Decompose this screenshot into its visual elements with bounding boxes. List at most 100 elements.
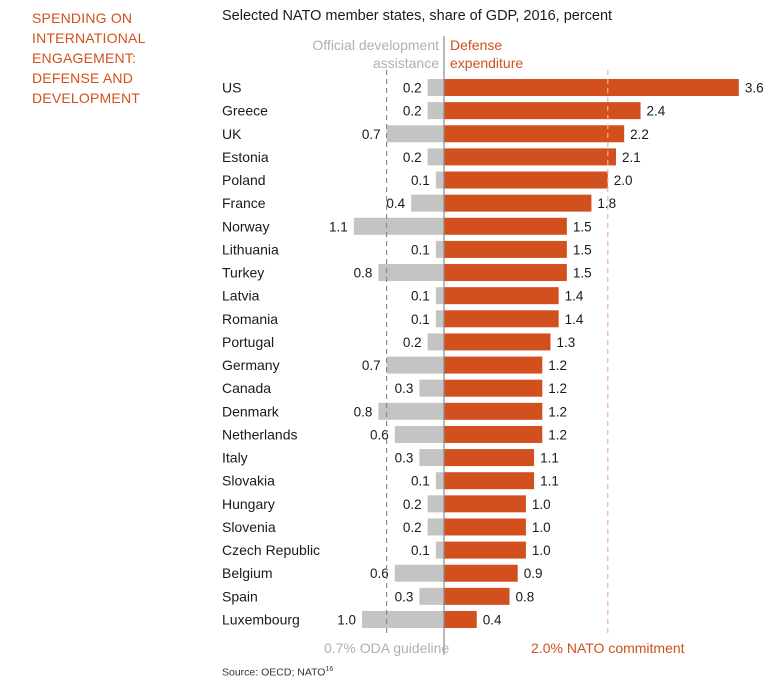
defense-bar bbox=[444, 541, 526, 559]
oda-bar bbox=[435, 541, 444, 559]
defense-value-label: 0.9 bbox=[524, 566, 543, 581]
oda-bar bbox=[362, 610, 444, 628]
oda-bar bbox=[427, 148, 444, 166]
defense-bar bbox=[444, 194, 592, 212]
oda-value-label: 0.2 bbox=[403, 81, 422, 96]
defense-bar bbox=[444, 240, 567, 258]
oda-bar bbox=[435, 287, 444, 305]
defense-bar bbox=[444, 217, 567, 235]
country-label: Romania bbox=[222, 311, 278, 327]
oda-bar bbox=[435, 171, 444, 189]
defense-value-label: 1.1 bbox=[540, 451, 559, 466]
oda-bar bbox=[427, 333, 444, 351]
oda-bar bbox=[378, 264, 444, 282]
defense-value-label: 2.4 bbox=[647, 104, 666, 119]
defense-value-label: 1.2 bbox=[548, 358, 567, 373]
defense-bar bbox=[444, 449, 535, 467]
defense-bar bbox=[444, 379, 543, 397]
oda-guideline-label: 0.7% ODA guideline bbox=[324, 640, 450, 656]
country-label: Canada bbox=[222, 380, 271, 396]
defense-value-label: 2.2 bbox=[630, 127, 649, 142]
defense-bar bbox=[444, 587, 510, 605]
oda-bar bbox=[419, 379, 444, 397]
oda-bar bbox=[353, 217, 444, 235]
oda-value-label: 0.2 bbox=[403, 497, 422, 512]
country-label: Latvia bbox=[222, 288, 260, 304]
defense-bar bbox=[444, 425, 543, 443]
country-label: Slovenia bbox=[222, 519, 276, 535]
oda-value-label: 0.2 bbox=[403, 150, 422, 165]
defense-value-label: 0.4 bbox=[483, 612, 502, 627]
oda-bar bbox=[378, 402, 444, 420]
oda-value-label: 0.8 bbox=[354, 266, 373, 281]
chart-subtitle: Selected NATO member states, share of GD… bbox=[222, 8, 613, 24]
defense-value-label: 1.0 bbox=[532, 497, 551, 512]
oda-value-label: 0.2 bbox=[403, 335, 422, 350]
source-note: Source: OECD; NATO16 bbox=[222, 666, 333, 679]
defense-value-label: 2.0 bbox=[614, 173, 633, 188]
country-label: Greece bbox=[222, 103, 268, 119]
nato-commitment-label: 2.0% NATO commitment bbox=[531, 640, 685, 656]
oda-bar bbox=[435, 240, 444, 258]
oda-bar bbox=[427, 495, 444, 513]
oda-value-label: 0.1 bbox=[411, 474, 430, 489]
defense-value-label: 1.5 bbox=[573, 266, 592, 281]
oda-value-label: 0.2 bbox=[403, 104, 422, 119]
oda-bar bbox=[386, 125, 444, 143]
oda-bar bbox=[394, 425, 444, 443]
defense-bar bbox=[444, 125, 625, 143]
defense-bar bbox=[444, 148, 616, 166]
defense-bar bbox=[444, 564, 518, 582]
oda-value-label: 0.8 bbox=[354, 404, 373, 419]
value-labels: 0.2 3.6 0.2 2.4 0.7 2.2 0.2 2.1 0.1 2.0 0.4 1.8 1.1 1… bbox=[329, 81, 764, 628]
country-label: Denmark bbox=[222, 403, 280, 419]
defense-value-label: 1.0 bbox=[532, 543, 551, 558]
oda-bar bbox=[419, 449, 444, 467]
defense-value-label: 2.1 bbox=[622, 150, 641, 165]
source-text: Source: OECD; NATO bbox=[222, 666, 326, 679]
oda-bar bbox=[394, 564, 444, 582]
defense-value-label: 1.2 bbox=[548, 381, 567, 396]
oda-value-label: 0.6 bbox=[370, 566, 389, 581]
defense-bar bbox=[444, 356, 543, 374]
legend-oda: Official development assistance bbox=[312, 37, 439, 71]
defense-bar bbox=[444, 171, 608, 189]
country-label: Belgium bbox=[222, 565, 273, 581]
country-label: US bbox=[222, 80, 241, 96]
oda-value-label: 0.7 bbox=[362, 358, 381, 373]
country-label: Portugal bbox=[222, 334, 274, 350]
oda-bar bbox=[435, 472, 444, 490]
country-label: Lithuania bbox=[222, 241, 279, 257]
oda-bar bbox=[427, 102, 444, 120]
country-label: Germany bbox=[222, 357, 280, 373]
defense-value-label: 1.3 bbox=[556, 335, 575, 350]
country-label: Luxembourg bbox=[222, 611, 300, 627]
oda-value-label: 0.2 bbox=[403, 520, 422, 535]
defense-value-label: 1.0 bbox=[532, 520, 551, 535]
oda-value-label: 0.1 bbox=[411, 173, 430, 188]
oda-value-label: 1.0 bbox=[337, 612, 356, 627]
oda-value-label: 0.6 bbox=[370, 427, 389, 442]
defense-bar bbox=[444, 264, 567, 282]
oda-bar bbox=[411, 194, 444, 212]
defense-value-label: 1.5 bbox=[573, 242, 592, 257]
defense-bar bbox=[444, 333, 551, 351]
oda-bar bbox=[435, 310, 444, 328]
defense-bar bbox=[444, 102, 641, 120]
oda-value-label: 0.1 bbox=[411, 312, 430, 327]
country-label: UK bbox=[222, 126, 242, 142]
defense-bar bbox=[444, 287, 559, 305]
defense-value-label: 1.4 bbox=[565, 289, 584, 304]
oda-value-label: 0.1 bbox=[411, 242, 430, 257]
country-label: Poland bbox=[222, 172, 266, 188]
defense-value-label: 1.2 bbox=[548, 404, 567, 419]
oda-value-label: 0.4 bbox=[386, 196, 405, 211]
country-label: Slovakia bbox=[222, 473, 275, 489]
source-ref: 16 bbox=[325, 666, 334, 673]
country-label: Hungary bbox=[222, 496, 275, 512]
country-label: Spain bbox=[222, 588, 258, 604]
bars bbox=[353, 79, 739, 628]
oda-bar bbox=[427, 518, 444, 536]
chart-side-title: SPENDING ON INTERNATIONAL ENGAGEMENT: DE… bbox=[32, 10, 146, 106]
